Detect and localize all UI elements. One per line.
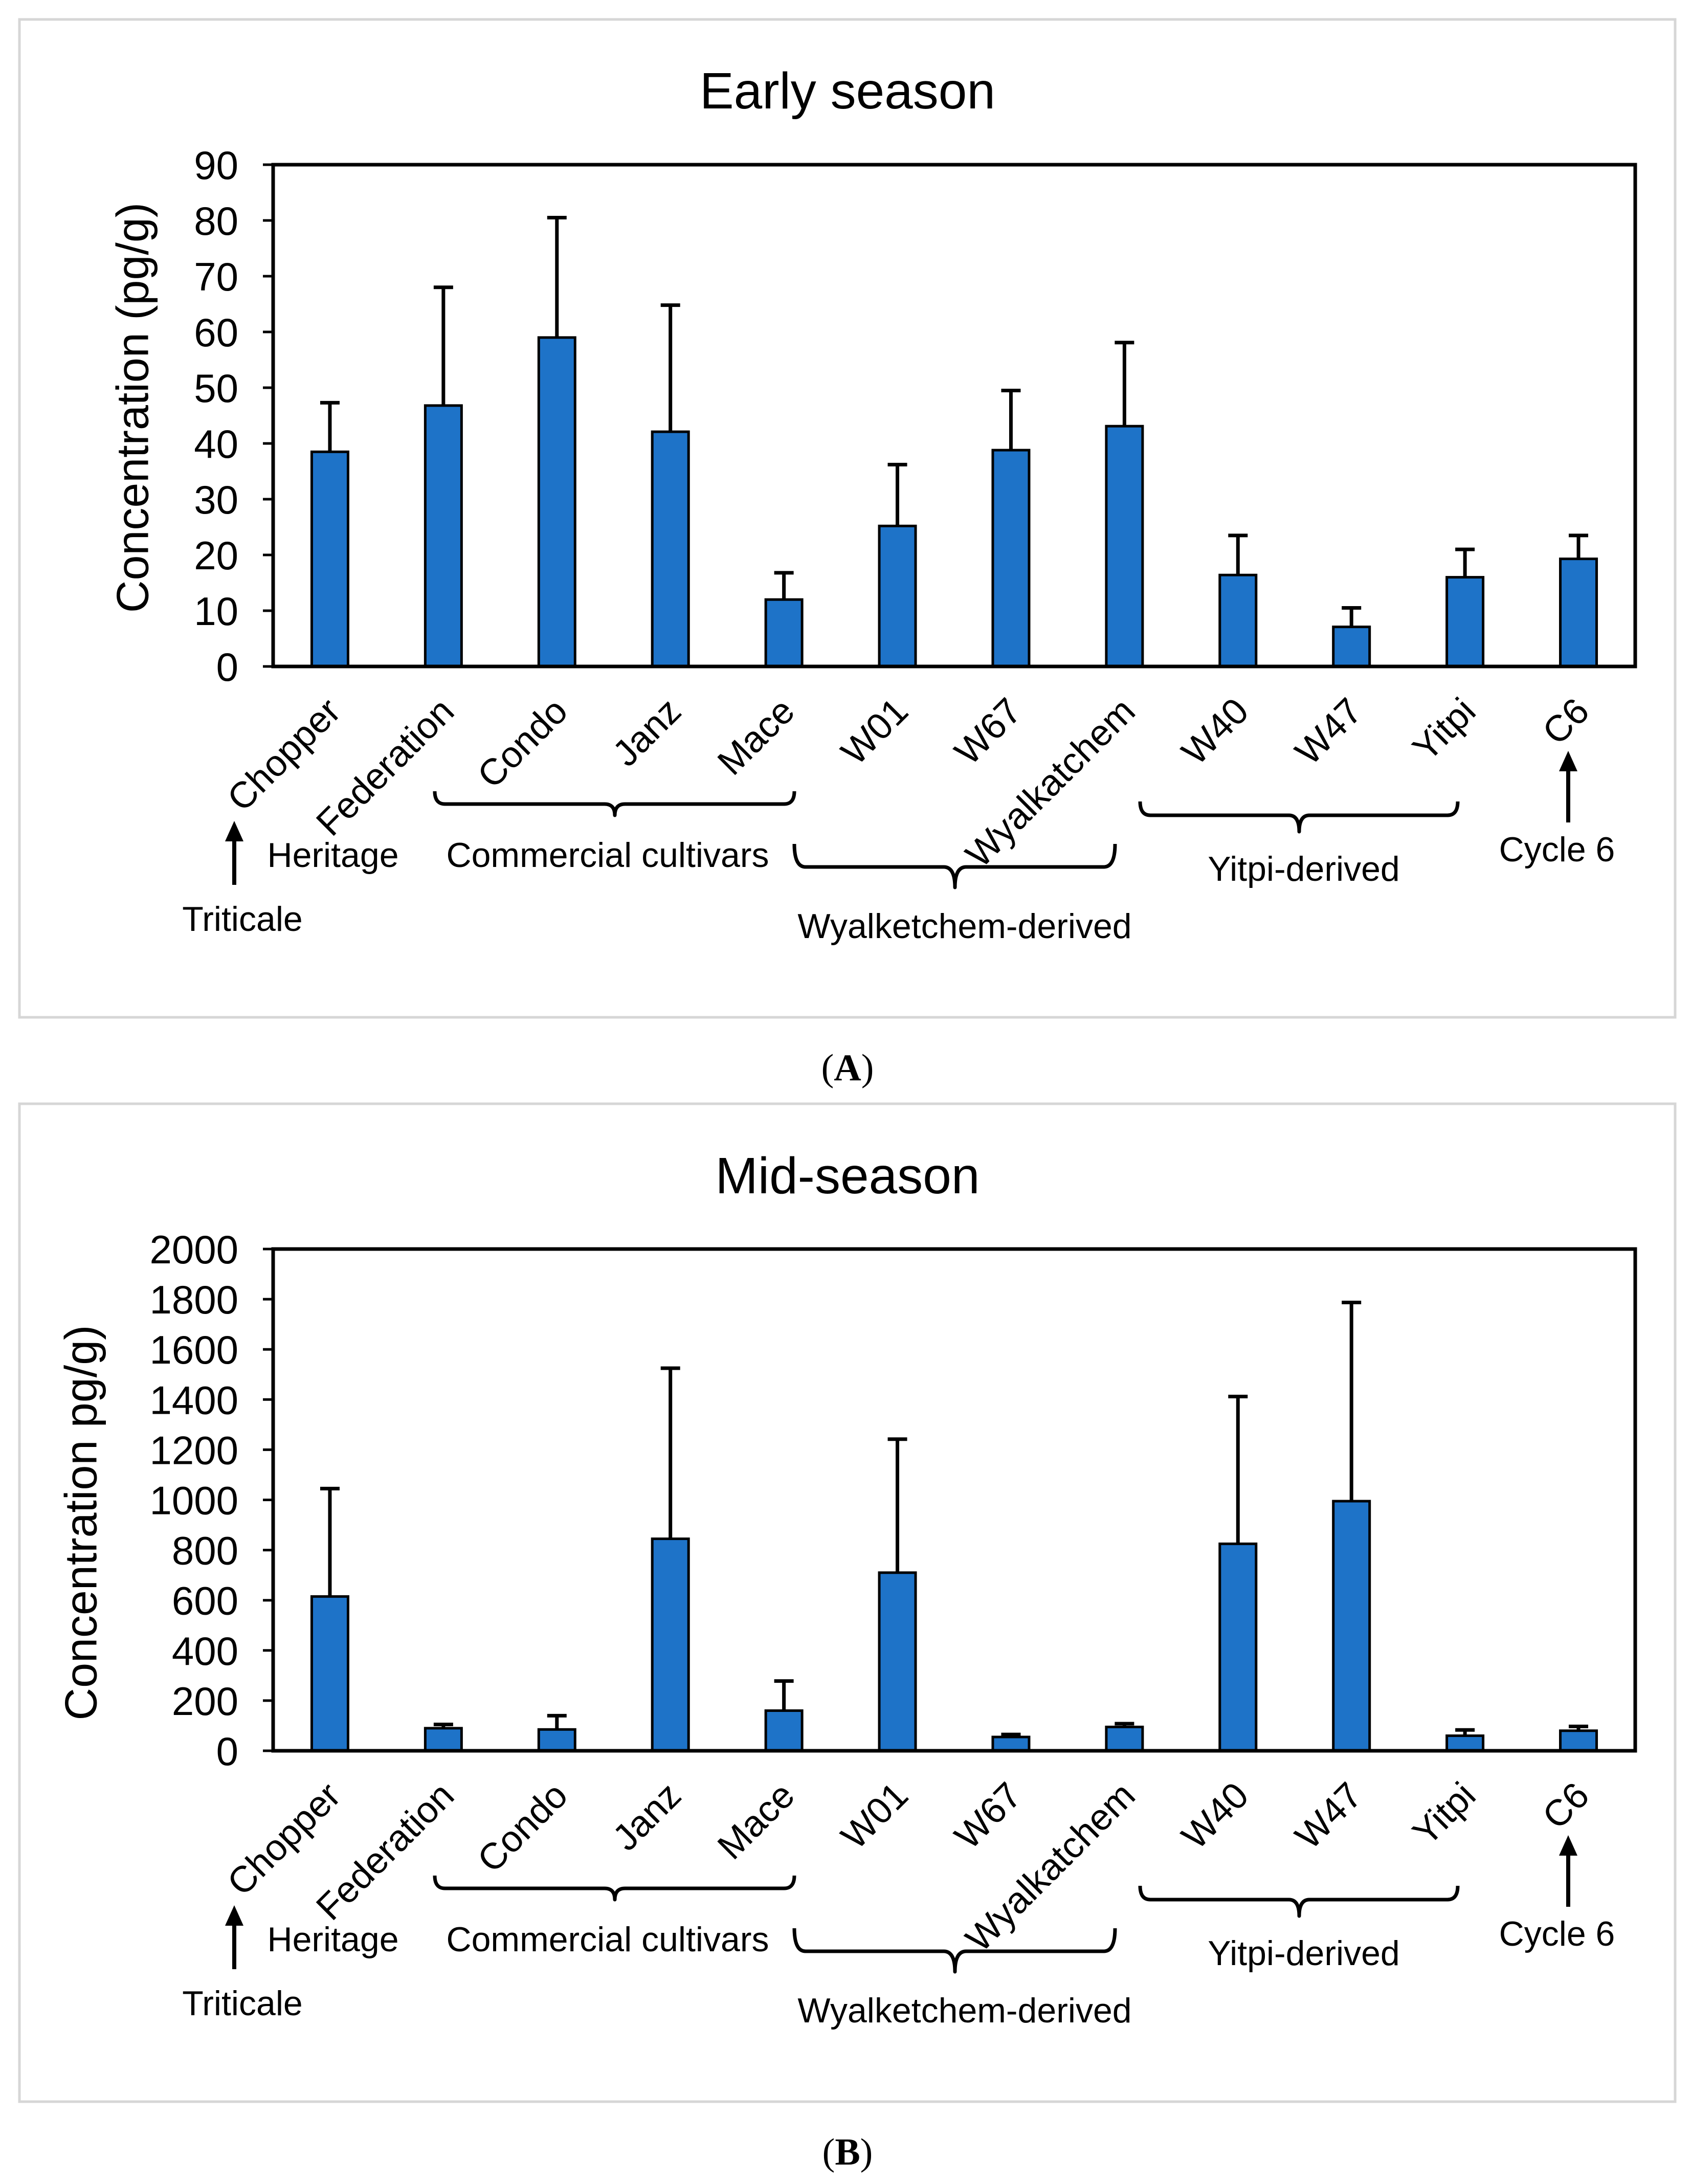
y-tick-label: 600: [172, 1578, 238, 1623]
y-tick-label: 400: [172, 1629, 238, 1674]
yitpi-derived-brace: [1138, 801, 1460, 834]
y-tick-label: 0: [216, 644, 238, 689]
caption-letter: A: [834, 1047, 861, 1089]
commercial-cultivars-brace: [433, 791, 796, 817]
y-tick-label: 1000: [149, 1478, 238, 1523]
y-tick-label: 1200: [149, 1428, 238, 1473]
y-tick-label: 1400: [149, 1377, 238, 1422]
caption-close: ): [860, 2131, 873, 2173]
commercial-cultivars-label: Commercial cultivars: [447, 1920, 769, 1959]
yitpi-derived-label: Yitpi-derived: [1208, 1934, 1399, 1973]
panel-border: [18, 1102, 1677, 2103]
caption-open: (: [822, 2131, 835, 2173]
chart-title: Early season: [700, 62, 995, 120]
y-axis: 0 10 20 30 40 50 60 70 80 90: [194, 143, 273, 689]
cycle6-arrow-head: [1559, 1835, 1577, 1856]
triticale-label: Triticale: [182, 900, 303, 939]
wyalketchem-derived-label: Wyalketchem-derived: [797, 1991, 1131, 2030]
panel-caption: (B): [822, 2131, 873, 2173]
bar-wyalkatchem: [1105, 425, 1144, 668]
panel-border: [18, 18, 1677, 1019]
chart-title: Mid-season: [716, 1147, 980, 1205]
bar-w01: [878, 1571, 917, 1752]
wyalketchem-derived-label: Wyalketchem-derived: [797, 907, 1131, 946]
panel-caption: (A): [821, 1047, 874, 1089]
plot-frame: [271, 163, 1637, 668]
y-axis: 0 200 400 600 800 1000 1200 1400 1600 1800 2000: [149, 1227, 273, 1774]
y-tick-label: 60: [194, 310, 238, 355]
y-tick-label: 800: [172, 1528, 238, 1573]
heritage-label: Heritage: [267, 836, 398, 875]
bar-w01: [878, 524, 917, 668]
triticale-arrow-head: [225, 1905, 243, 1926]
y-axis-label: Concentration (pg/g): [107, 203, 158, 613]
bar-series: [310, 216, 1598, 668]
group-annotations: Triticale Heritage Commercial cultivars …: [182, 1835, 1615, 2030]
caption-letter: B: [835, 2131, 860, 2173]
bar-w67: [991, 449, 1031, 668]
y-tick-label: 2000: [149, 1227, 238, 1272]
commercial-cultivars-label: Commercial cultivars: [447, 836, 769, 875]
heritage-label: Heritage: [267, 1920, 398, 1959]
wyalketchem-derived-brace: [792, 843, 1117, 889]
bar-federation: [424, 404, 463, 668]
panel-b: Mid-season Concentration pg/g) 0 200 400 60…: [18, 1102, 1677, 2173]
group-annotations: Triticale Heritage Commercial cultivars …: [182, 751, 1615, 946]
cycle6-label: Cycle 6: [1499, 830, 1615, 869]
bar-w67: [991, 1735, 1031, 1752]
bar-janz: [651, 1537, 690, 1752]
bar-c6: [1559, 558, 1598, 668]
yitpi-derived-label: Yitpi-derived: [1208, 850, 1399, 888]
bar-federation: [424, 1727, 463, 1752]
y-axis-label: Concentration pg/g): [56, 1325, 106, 1721]
y-tick-label: 80: [194, 198, 238, 243]
bar-yitpi: [1445, 1734, 1485, 1752]
bar-wyalkatchem: [1105, 1725, 1144, 1752]
bar-condo: [537, 336, 576, 668]
y-tick-label: 90: [194, 143, 238, 188]
caption-open: (: [821, 1047, 834, 1089]
bar-mace: [764, 1709, 804, 1752]
y-tick-label: 30: [194, 477, 238, 522]
bar-c6: [1559, 1729, 1598, 1752]
y-tick-label: 70: [194, 254, 238, 299]
y-tick-label: 1800: [149, 1277, 238, 1322]
y-tick-label: 0: [216, 1729, 238, 1774]
wyalketchem-derived-brace: [792, 1928, 1117, 1974]
y-tick-label: 50: [194, 366, 238, 411]
triticale-label: Triticale: [182, 1984, 303, 2023]
plot-frame: [271, 1247, 1637, 1753]
y-tick-label: 200: [172, 1679, 238, 1724]
bar-w40: [1218, 573, 1258, 668]
bar-w40: [1218, 1542, 1258, 1752]
cycle6-label: Cycle 6: [1499, 1914, 1615, 1953]
bar-mace: [764, 598, 804, 668]
y-tick-label: 20: [194, 533, 238, 578]
bar-yitpi: [1445, 576, 1485, 668]
yitpi-derived-brace: [1138, 1885, 1460, 1918]
caption-close: ): [861, 1047, 874, 1089]
cycle6-arrow-head: [1559, 751, 1577, 771]
y-tick-label: 40: [194, 421, 238, 466]
bar-chopper: [310, 1595, 349, 1752]
panel-a: Early season Concentration (pg/g) 0 10 20 3…: [18, 18, 1677, 1089]
bar-chopper: [310, 450, 349, 668]
bar-condo: [537, 1728, 576, 1752]
bar-w47: [1332, 626, 1371, 668]
bar-w47: [1332, 1500, 1371, 1752]
y-tick-label: 10: [194, 589, 238, 634]
commercial-cultivars-brace: [433, 1875, 796, 1902]
bar-janz: [651, 430, 690, 668]
triticale-arrow-head: [225, 821, 243, 841]
y-tick-label: 1600: [149, 1327, 238, 1372]
